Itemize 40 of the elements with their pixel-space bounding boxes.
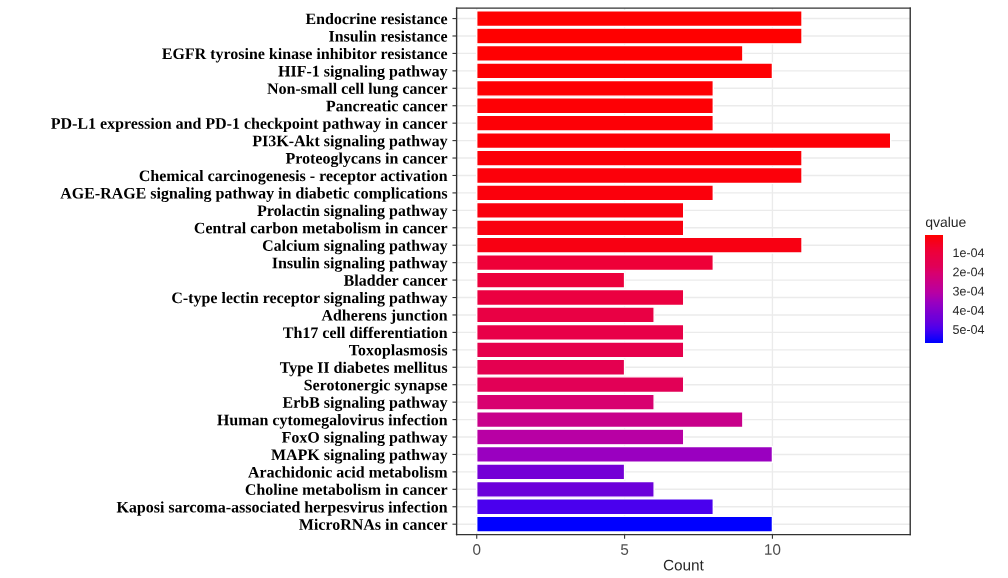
y-tick-label: Prolactin signaling pathway xyxy=(257,204,448,220)
y-tick-label: Th17 cell differentiation xyxy=(283,326,448,339)
color-bar-label: 2e-04 xyxy=(953,267,985,277)
x-axis-title: Count xyxy=(663,559,704,571)
color-bar-title: qvalue xyxy=(925,216,966,230)
y-tick-label: Adherens junction xyxy=(321,309,448,324)
color-bar-label: 4e-04 xyxy=(952,305,985,315)
y-tick-label: Bladder cancer xyxy=(343,274,448,286)
y-tick-label: Chemical carcinogenesis - receptor activation xyxy=(139,169,448,185)
color-bar-label: 5e-04 xyxy=(953,325,985,334)
y-tick-label: Non-small cell lung cancer xyxy=(267,82,448,98)
y-tick-label: MAPK signaling pathway xyxy=(271,448,448,464)
y-tick-label: Endocrine resistance xyxy=(305,13,448,25)
x-tick-label: 0 xyxy=(473,544,481,555)
y-tick-label: AGE-RAGE signaling pathway in diabetic complications xyxy=(60,187,448,202)
y-tick-label: Pancreatic cancer xyxy=(326,100,448,112)
y-tick-label: Central carbon metabolism in cancer xyxy=(194,222,448,234)
y-tick-label: Toxoplasmosis xyxy=(349,344,448,359)
color-bar-label: 3e-04 xyxy=(952,286,985,296)
y-tick-label: Proteoglycans in cancer xyxy=(285,152,448,168)
y-tick-label: Insulin resistance xyxy=(329,30,448,42)
color-bar-label: 1e-04 xyxy=(953,248,985,258)
y-tick-label: Type II diabetes mellitus xyxy=(279,361,448,377)
y-tick-label: PD-L1 expression and PD-1 checkpoint pathway in cancer xyxy=(51,117,448,133)
y-tick-label: EGFR tyrosine kinase inhibitor resistance xyxy=(162,47,448,63)
y-tick-label: Insulin signaling pathway xyxy=(272,257,448,272)
y-tick-label: Serotonergic synapse xyxy=(304,379,448,394)
y-tick-label: Human cytomegalovirus infection xyxy=(217,413,448,429)
y-tick-label: Kaposi sarcoma-associated herpesvirus infection xyxy=(116,501,448,516)
y-tick-label: C-type lectin receptor signaling pathway xyxy=(172,291,448,307)
y-tick-label: PI3K-Akt signaling pathway xyxy=(252,135,448,150)
y-tick-label: Arachidonic acid metabolism xyxy=(248,466,448,478)
x-tick-label: 5 xyxy=(620,544,629,555)
y-tick-label: MicroRNAs in cancer xyxy=(299,518,448,530)
y-tick-label: ErbB signaling pathway xyxy=(282,396,448,412)
y-tick-label: Choline metabolism in cancer xyxy=(245,483,448,496)
y-tick-label: HIF-1 signaling pathway xyxy=(278,65,448,80)
y-tick-label: FoxO signaling pathway xyxy=(281,431,448,447)
y-tick-label: Calcium signaling pathway xyxy=(262,239,448,255)
x-tick-label: 10 xyxy=(765,544,781,555)
